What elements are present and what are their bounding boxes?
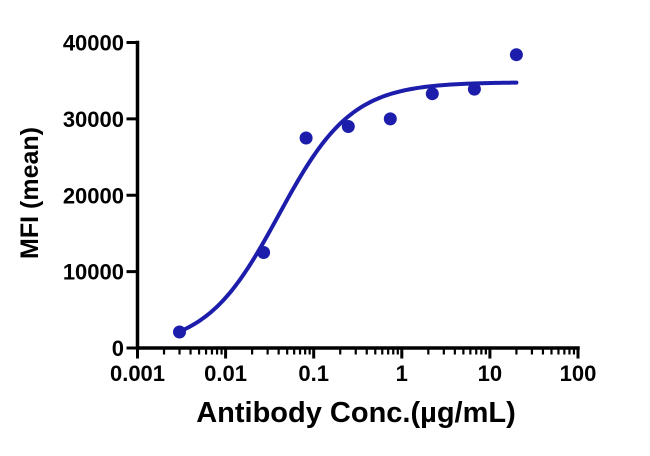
axis-spine: [135, 40, 580, 350]
y-tick-label: 20000: [63, 183, 124, 208]
data-point: [257, 246, 271, 259]
data-point: [299, 131, 313, 145]
data-point: [383, 112, 397, 126]
x-tick-label: 1: [396, 361, 408, 386]
y-tick-label: 40000: [63, 31, 124, 56]
y-axis-title: MFI (mean): [16, 127, 44, 259]
y-tick-label: 30000: [63, 107, 124, 132]
fit-curve-layer: [177, 80, 519, 334]
x-axis-title: Antibody Conc.(µg/mL): [196, 397, 516, 429]
data-point: [173, 325, 186, 339]
x-tick-label: 100: [560, 361, 597, 386]
x-tick-label: 10: [478, 361, 502, 386]
x-tick-label: 0.001: [110, 361, 165, 386]
data-point: [467, 82, 481, 96]
data-point: [425, 87, 439, 101]
data-point: [341, 120, 355, 133]
y-tick-label: 0: [112, 336, 124, 361]
fit-curve: [177, 80, 519, 334]
x-tick-label: 0.1: [298, 361, 329, 386]
x-tick-label: 0.01: [204, 361, 247, 386]
axes-layer: 0 10000 20000 30000 40000 0.001 0.01 0.1 1 10 100: [63, 31, 597, 387]
data-points-layer: [173, 48, 523, 339]
y-tick-label: 10000: [63, 260, 124, 285]
data-point: [509, 48, 523, 62]
